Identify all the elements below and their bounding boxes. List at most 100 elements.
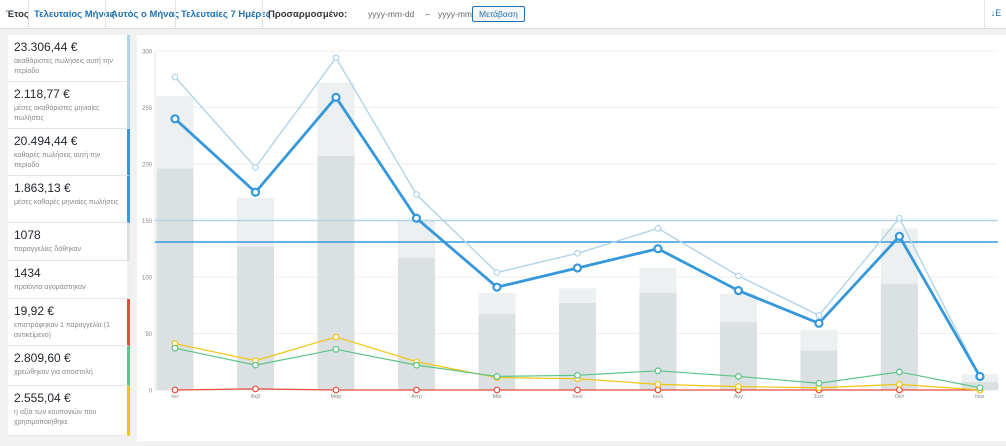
- point-shipping: [252, 361, 259, 369]
- go-button[interactable]: Μετάβαση: [472, 6, 525, 22]
- x-tick-label: Φεβ: [250, 394, 260, 400]
- tab-divider: [262, 0, 263, 28]
- point-gross: [413, 191, 420, 198]
- legend-item-gross-sales[interactable]: 23.306,44 € ακαθάριστες πωλήσεις αυτή τη…: [8, 35, 130, 82]
- custom-range-label: Προσαρμοσμένο:: [268, 9, 348, 20]
- point-refunds: [896, 386, 903, 394]
- tab-divider: [175, 0, 176, 28]
- point-shipping: [413, 361, 420, 369]
- point-shipping: [493, 373, 501, 380]
- tab-last-month[interactable]: Τελευταίος Μήνας: [34, 9, 115, 20]
- x-tick-label: Απρ: [411, 394, 422, 400]
- point-gross: [735, 272, 742, 280]
- tab-divider: [28, 0, 29, 28]
- point-net: [814, 318, 824, 328]
- y-tick-label: 150: [142, 219, 153, 225]
- legend-item-refunds[interactable]: 19,92 € επιστράφηκαν 1 παραγγελία (1 αντ…: [8, 299, 130, 346]
- end-date-input[interactable]: yyyy-mm-dd: [438, 9, 485, 19]
- x-tick-label: Ιουν: [572, 394, 583, 400]
- stat-label: η αξία των κουπονιών που χρησιμοποιήθηκε: [14, 409, 97, 426]
- point-net: [411, 213, 422, 223]
- y-tick-label: 0: [149, 389, 153, 395]
- point-shipping: [735, 373, 742, 380]
- x-tick-label: Οκτ: [895, 394, 905, 400]
- point-net: [653, 244, 663, 254]
- legend-item-average-gross[interactable]: 2.118,77 € μέσες ακαθάριστες μηνιαίες πω…: [8, 82, 130, 129]
- stat-label: καθαρές πωλήσεις αυτή την περίοδο: [14, 152, 101, 169]
- x-tick-label: Νοε: [975, 394, 985, 400]
- x-tick-label: Αυγ: [734, 394, 744, 400]
- point-shipping: [574, 371, 581, 379]
- x-tick-label: Ιαν: [171, 394, 179, 400]
- point-refunds: [252, 385, 259, 393]
- legend-item-average-net[interactable]: 1.863,13 € μέσες καθαρές μηνιαίες πωλήσε…: [8, 176, 130, 223]
- stat-label: προϊόντα αγοράστηκαν: [14, 284, 86, 291]
- bar-items: [639, 292, 677, 390]
- point-gross: [252, 163, 259, 171]
- stat-amount: 20.494,44 €: [14, 134, 78, 148]
- x-tick-label: Σεπ: [814, 394, 824, 400]
- point-shipping: [332, 345, 340, 353]
- sales-chart: 0 50 100 150 200 250 300 Ιαν Φεβ Μαρ Απρ Μάι Ιουν Ιού…: [142, 50, 999, 400]
- point-shipping: [171, 344, 179, 352]
- stat-amount: 19,92 €: [14, 304, 55, 318]
- point-refunds: [332, 386, 340, 394]
- stat-amount: 1.863,13 €: [14, 181, 71, 195]
- x-tick-label: Μαρ: [331, 394, 342, 400]
- point-net: [975, 371, 985, 382]
- stat-label: παραγγελίες δόθηκαν: [14, 246, 81, 253]
- point-gross: [574, 249, 581, 257]
- point-gross: [171, 73, 179, 81]
- stat-label: επιστράφηκαν 1 παραγγελία (1 αντικείμενο…: [14, 322, 110, 339]
- x-tick-label: Μάι: [492, 393, 502, 400]
- stat-amount: 2.809,60 €: [14, 351, 71, 365]
- point-gross: [332, 54, 340, 62]
- point-coupons: [654, 380, 662, 388]
- point-refunds: [171, 386, 179, 394]
- tab-this-month[interactable]: Αυτός ο Μήνας: [111, 9, 180, 20]
- legend-item-net-sales[interactable]: 20.494,44 € καθαρές πωλήσεις αυτή την πε…: [8, 129, 130, 176]
- point-refunds: [654, 386, 662, 394]
- stat-amount: 2.555,04 €: [14, 391, 71, 405]
- export-label: Ε: [995, 8, 1002, 18]
- legend-item-coupons[interactable]: 2.555,04 € η αξία των κουπονιών που χρησ…: [8, 386, 130, 436]
- point-coupons: [735, 383, 742, 391]
- legend-item-shipping[interactable]: 2.809,60 € χρεώθηκαν για αποστολή: [8, 346, 130, 386]
- export-csv-button[interactable]: ↓Ε: [984, 0, 1006, 28]
- stat-amount: 1078: [14, 228, 41, 242]
- point-net: [733, 285, 744, 296]
- point-net: [572, 263, 583, 273]
- date-separator: –: [425, 9, 431, 19]
- stats-legend: 23.306,44 € ακαθάριστες πωλήσεις αυτή τη…: [8, 35, 130, 436]
- stat-amount: 2.118,77 €: [14, 87, 70, 101]
- y-tick-label: 250: [142, 106, 153, 112]
- y-tick-label: 100: [142, 276, 153, 282]
- point-gross: [654, 225, 662, 232]
- report-range-bar: Έτος Τελευταίος Μήνας Αυτός ο Μήνας Τελε…: [0, 0, 1006, 29]
- point-shipping: [896, 368, 903, 376]
- point-refunds: [413, 386, 420, 394]
- sales-chart-panel: 0 50 100 150 200 250 300 Ιαν Φεβ Μαρ Απρ Μάι Ιουν Ιού…: [137, 35, 1006, 441]
- point-gross: [896, 214, 903, 222]
- bar-items: [156, 168, 194, 390]
- point-refunds: [493, 386, 501, 394]
- legend-item-orders[interactable]: 1078 παραγγελίες δόθηκαν: [8, 223, 130, 261]
- point-gross: [815, 312, 823, 319]
- stat-amount: 1434: [14, 266, 41, 280]
- stat-label: χρεώθηκαν για αποστολή: [14, 369, 93, 376]
- point-gross: [493, 269, 501, 276]
- start-date-input[interactable]: yyyy-mm-dd: [368, 9, 415, 19]
- legend-item-items[interactable]: 1434 προϊόντα αγοράστηκαν: [8, 261, 130, 299]
- point-refunds: [574, 386, 581, 394]
- point-shipping: [815, 379, 823, 387]
- point-coupons: [896, 380, 903, 388]
- stat-amount: 23.306,44 €: [14, 40, 78, 54]
- point-net: [331, 92, 341, 102]
- stat-label: μέσες ακαθάριστες μηνιαίες πωλήσεις: [14, 105, 100, 122]
- tab-last-7-days[interactable]: Τελευταίες 7 Ημέρες: [181, 9, 271, 20]
- point-net: [894, 231, 905, 241]
- y-tick-label: 200: [142, 163, 153, 169]
- point-net: [250, 187, 261, 197]
- point-coupons: [332, 333, 340, 341]
- tab-year[interactable]: Έτος: [6, 9, 29, 20]
